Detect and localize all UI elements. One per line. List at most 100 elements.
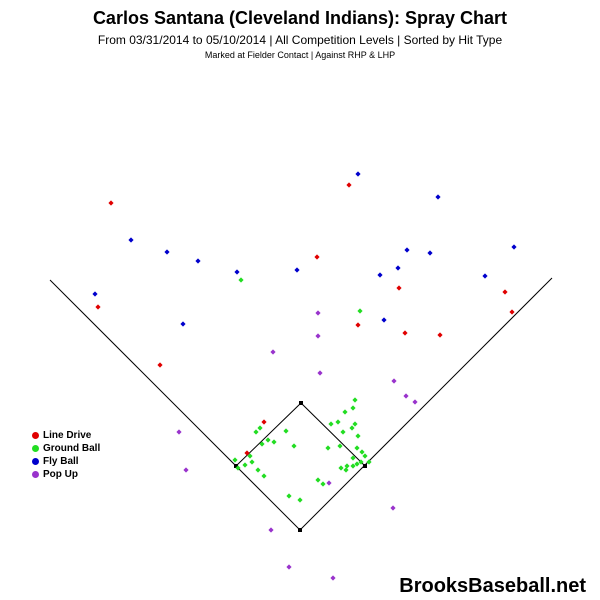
third-base (234, 464, 238, 468)
point-pop-up (268, 527, 274, 533)
point-fly-ball (180, 321, 186, 327)
point-line-drive (502, 289, 508, 295)
point-ground-ball (358, 459, 364, 465)
point-fly-ball (128, 237, 134, 243)
point-line-drive (355, 322, 361, 328)
legend-swatch (32, 458, 39, 465)
point-ground-ball (320, 481, 326, 487)
legend-label: Ground Ball (43, 443, 101, 454)
legend-item-pop-up: Pop Up (32, 468, 100, 481)
point-pop-up (390, 505, 396, 511)
point-ground-ball (352, 397, 358, 403)
point-ground-ball (335, 419, 341, 425)
point-pop-up (317, 370, 323, 376)
point-ground-ball (253, 429, 259, 435)
point-pop-up (330, 575, 336, 581)
point-ground-ball (354, 461, 360, 467)
legend-swatch (32, 471, 39, 478)
point-ground-ball (344, 463, 350, 469)
chart-title: Carlos Santana (Cleveland Indians): Spra… (92, 8, 508, 28)
point-ground-ball (297, 497, 303, 503)
hit-points (92, 171, 517, 581)
point-ground-ball (242, 462, 248, 468)
point-fly-ball (511, 244, 517, 250)
point-ground-ball (259, 441, 265, 447)
point-fly-ball (294, 267, 300, 273)
brand-watermark: BrooksBaseball.net (399, 575, 586, 597)
point-ground-ball (328, 421, 334, 427)
point-ground-ball (350, 463, 356, 469)
left-foul-line (49, 279, 301, 531)
point-ground-ball (325, 445, 331, 451)
legend-label: Line Drive (43, 430, 92, 441)
point-ground-ball (247, 453, 253, 459)
point-ground-ball (315, 477, 321, 483)
legend-label: Fly Ball (43, 456, 79, 467)
point-line-drive (95, 304, 101, 310)
point-ground-ball (342, 409, 348, 415)
point-line-drive (396, 285, 402, 291)
point-line-drive (437, 332, 443, 338)
point-pop-up (270, 349, 276, 355)
point-line-drive (314, 254, 320, 260)
point-pop-up (391, 378, 397, 384)
point-ground-ball (286, 493, 292, 499)
point-line-drive (402, 330, 408, 336)
point-pop-up (315, 310, 321, 316)
legend-swatch (32, 432, 39, 439)
point-fly-ball (234, 269, 240, 275)
point-pop-up (183, 467, 189, 473)
point-fly-ball (355, 171, 361, 177)
point-ground-ball (291, 443, 297, 449)
point-ground-ball (349, 425, 355, 431)
point-pop-up (403, 393, 409, 399)
right-foul-line (299, 277, 553, 531)
point-ground-ball (261, 473, 267, 479)
point-ground-ball (340, 429, 346, 435)
point-ground-ball (338, 465, 344, 471)
point-pop-up (326, 480, 332, 486)
point-line-drive (108, 200, 114, 206)
point-ground-ball (265, 437, 271, 443)
chart-subtitle: From 03/31/2014 to 05/10/2014 | All Comp… (97, 33, 503, 47)
point-fly-ball (381, 317, 387, 323)
point-ground-ball (362, 453, 368, 459)
point-ground-ball (350, 405, 356, 411)
point-fly-ball (482, 273, 488, 279)
point-fly-ball (377, 272, 383, 278)
point-fly-ball (92, 291, 98, 297)
point-pop-up (176, 429, 182, 435)
point-line-drive (346, 182, 352, 188)
chart-subsubtitle: Marked at Fielder Contact | Against RHP … (204, 50, 396, 60)
legend-item-fly-ball: Fly Ball (32, 455, 100, 468)
point-ground-ball (255, 467, 261, 473)
point-ground-ball (352, 421, 358, 427)
point-pop-up (315, 333, 321, 339)
legend-item-ground-ball: Ground Ball (32, 442, 100, 455)
point-fly-ball (164, 249, 170, 255)
point-ground-ball (232, 457, 238, 463)
point-ground-ball (355, 433, 361, 439)
point-ground-ball (357, 308, 363, 314)
point-line-drive (244, 450, 250, 456)
point-ground-ball (354, 445, 360, 451)
legend-item-line-drive: Line Drive (32, 429, 100, 442)
point-line-drive (509, 309, 515, 315)
point-ground-ball (235, 465, 241, 471)
legend-swatch (32, 445, 39, 452)
point-ground-ball (337, 443, 343, 449)
point-fly-ball (427, 250, 433, 256)
point-fly-ball (395, 265, 401, 271)
home-plate (298, 528, 302, 532)
point-line-drive (261, 419, 267, 425)
point-line-drive (157, 362, 163, 368)
point-ground-ball (359, 449, 365, 455)
point-pop-up (286, 564, 292, 570)
point-fly-ball (435, 194, 441, 200)
legend: Line Drive Ground Ball Fly Ball Pop Up (32, 429, 100, 481)
point-ground-ball (283, 428, 289, 434)
point-ground-ball (238, 277, 244, 283)
point-ground-ball (257, 425, 263, 431)
point-fly-ball (404, 247, 410, 253)
